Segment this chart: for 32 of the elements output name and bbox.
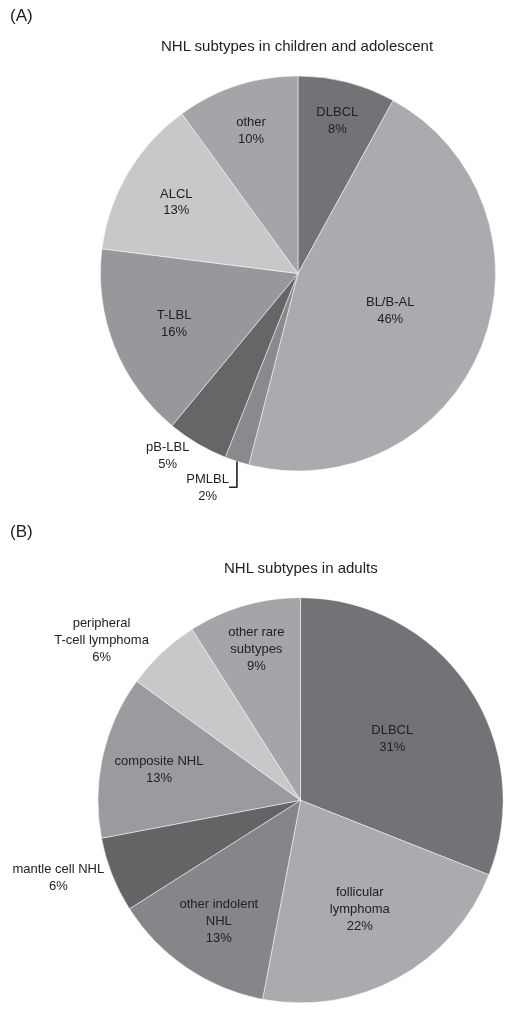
chart-title: NHL subtypes in children and adolescent (161, 37, 434, 54)
data-label: 16% (161, 323, 188, 339)
data-label: 22% (346, 918, 374, 934)
data-label: 31% (379, 738, 406, 754)
data-label: 5% (158, 456, 178, 472)
chart-title: NHL subtypes in adults (224, 559, 378, 576)
data-label: 13% (163, 202, 190, 218)
data-label: 9% (246, 657, 267, 673)
data-label: 10% (238, 130, 265, 146)
slice-label: other indolent NHL (179, 895, 259, 928)
slice-label: follicular lymphoma (329, 884, 391, 917)
slice-label: peripheral T-cell lymphoma (54, 615, 150, 648)
slice-label: T-LBL (156, 306, 192, 322)
slice-label: ALCL (160, 185, 193, 201)
data-label: 13% (205, 929, 233, 945)
slice-label: mantle cell NHL (12, 861, 105, 877)
slice-label: DLBCL (316, 104, 359, 120)
data-label: 2% (198, 488, 218, 504)
slice-label: DLBCL (371, 721, 414, 737)
slice-label: BL/B-AL (365, 294, 415, 310)
data-label: 6% (92, 649, 112, 665)
text: (A) (10, 6, 33, 25)
data-label: 8% (327, 121, 348, 137)
data-label: 6% (48, 877, 69, 893)
slice-label: other (236, 114, 267, 130)
data-label: 13% (146, 769, 173, 785)
text: (B) (10, 522, 33, 541)
slice-label: pB-LBL (146, 439, 190, 455)
slice-label: other rare subtypes (228, 623, 285, 656)
data-label: 46% (377, 310, 404, 326)
slice-label: composite NHL (114, 752, 204, 768)
slice-label: PMLBL (186, 471, 229, 487)
